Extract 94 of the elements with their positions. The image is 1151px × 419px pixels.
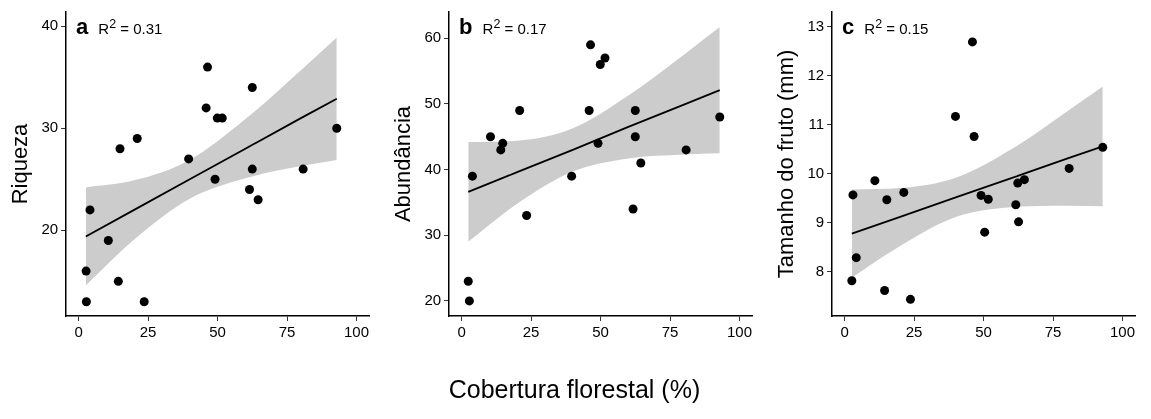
point [980,227,990,237]
point [1011,200,1021,210]
y-axis-title: Riqueza [7,122,33,205]
point [880,286,890,295]
x-tick-label: 25 [905,323,923,341]
point [1014,217,1024,227]
point [847,276,857,286]
point [464,296,474,306]
point [976,190,986,200]
x-tick-label: 100 [1109,323,1136,341]
y-tick-label: 8 [815,262,825,280]
point [628,204,638,214]
point [245,185,254,194]
point [600,53,610,63]
y-axis-title: Tamanho do fruto (mm) [773,49,799,279]
point [113,276,123,286]
point [586,40,596,50]
point [1013,178,1023,188]
x-tick-label: 25 [522,323,540,341]
point [967,37,977,47]
point [1019,175,1029,185]
point [848,190,858,200]
y-tick-label: 30 [424,225,442,243]
point [463,276,473,286]
point [595,60,605,70]
chart-title: a [76,14,89,39]
point [201,103,211,113]
point [210,174,220,184]
point [851,253,861,263]
point [899,187,909,197]
point [498,138,508,148]
point [522,211,532,221]
point [332,123,342,133]
point [85,205,95,215]
x-tick-label: 50 [209,323,226,341]
point [247,164,257,174]
point [630,105,640,115]
point [81,297,91,307]
point [115,144,125,154]
y-tick-label: 9 [815,212,825,230]
point [905,294,915,304]
point [485,132,495,142]
y-tick-label: 11 [808,114,825,132]
y-tick-label: 30 [41,118,59,136]
point [81,266,91,276]
point [983,194,993,204]
y-tick-label: 40 [41,16,59,34]
point [253,195,263,205]
x-tick-label: 100 [726,323,753,341]
point [969,132,979,142]
y-tick-label: 20 [424,291,442,309]
point [132,134,142,143]
x-tick-label: 75 [661,323,679,341]
point [184,154,194,164]
x-tick-label: 0 [74,323,83,341]
point [636,158,646,168]
y-tick-label: 50 [424,94,442,112]
point [139,297,149,307]
y-tick-label: 40 [424,159,442,177]
x-tick-label: 0 [457,323,466,341]
point [584,105,594,115]
x-tick-label: 25 [139,323,157,341]
x-tick-label: 50 [975,323,992,341]
annotation: R$^{2}$ = 0.31 [98,17,163,37]
x-tick-label: 100 [343,323,370,341]
x-axis-title: Cobertura florestal (%) [447,375,702,404]
point [950,111,960,121]
point [467,171,477,181]
point [567,171,577,181]
annotation: R$^{2}$ = 0.17 [482,17,547,37]
point [247,82,257,92]
x-tick-label: 50 [592,323,609,341]
point [870,176,880,186]
y-tick-label: 10 [807,163,825,181]
point [715,112,725,122]
point [203,62,213,72]
x-tick-label: 75 [1044,323,1062,341]
x-tick-label: 0 [840,323,849,341]
y-tick-label: 60 [424,28,442,46]
point [103,236,113,246]
x-tick-label: 75 [278,323,296,341]
y-tick-label: 13 [807,16,825,34]
point [681,145,691,155]
chart-title: b [459,14,473,39]
point [630,132,640,142]
annotation: R$^{2}$ = 0.15 [864,17,929,37]
point [1064,163,1074,173]
point [882,195,892,205]
point [515,105,525,115]
y-tick-label: 12 [807,65,825,83]
chart-title: c [842,14,855,39]
y-tick-label: 20 [41,220,59,238]
point [298,164,308,174]
y-axis-title: Abundância [390,105,416,223]
